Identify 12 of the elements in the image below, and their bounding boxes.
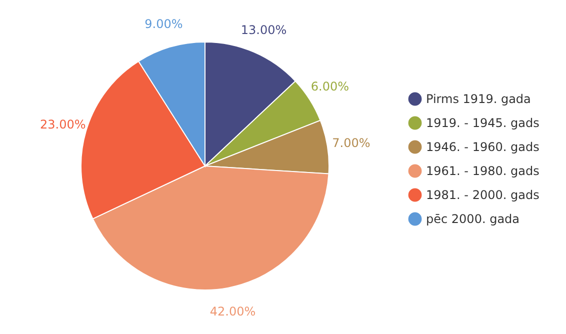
data-label: 6.00% <box>310 80 350 94</box>
legend-label: 1961. - 1980. gads <box>426 164 540 178</box>
legend-label: 1919. - 1945. gads <box>426 116 540 130</box>
data-label: 13.00% <box>240 23 287 38</box>
data-label: 7.00% <box>332 136 370 150</box>
legend-label: 1946. - 1960. gads <box>426 140 540 154</box>
data-label: 42.00% <box>210 304 256 318</box>
legend-label: pēc 2000. gada <box>426 212 520 226</box>
legend-label: 1981. - 2000. gads <box>426 188 540 202</box>
data-label: 23.00% <box>40 118 86 132</box>
legend-label: Pirms 1919. gada <box>426 92 531 106</box>
data-label: 9.00% <box>144 16 183 31</box>
